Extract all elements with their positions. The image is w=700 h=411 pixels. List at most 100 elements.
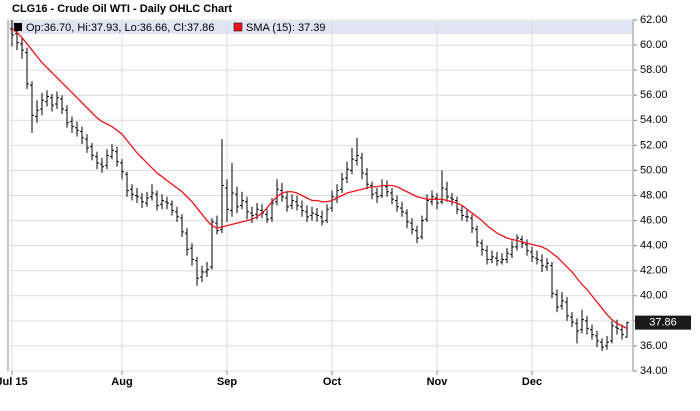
ohlc-bar [395,195,399,212]
ohlc-bar [105,149,109,170]
ohlc-bar [485,245,489,265]
x-tick-label: Jul 15 [0,376,28,388]
ohlc-bar [110,144,114,160]
ohlc-bar [70,116,74,133]
ohlc-bar [610,320,614,344]
ohlc-bar [160,194,164,210]
ohlc-bar [555,289,559,313]
ohlc-bar [325,204,329,224]
ohlc-bar [575,318,579,344]
ohlc-bar [155,190,159,211]
legend-swatch-ohlc [14,23,22,31]
ohlc-bar [215,215,219,235]
last-price-box [635,315,691,330]
ohlc-bar [210,218,214,270]
ohlc-bar [595,330,599,348]
y-tick-label: 48.00 [640,189,668,201]
ohlc-bar [235,186,239,214]
last-price-label: 37.86 [649,317,677,329]
ohlc-bar [265,209,269,224]
ohlc-bar [540,254,544,272]
ohlc-bar [460,205,464,221]
ohlc-bar [435,192,439,210]
ohlc-bar [40,92,44,116]
ohlc-bar [195,256,199,286]
legend-swatch-sma [233,22,243,32]
ohlc-bar [275,179,279,206]
ohlc-bar [305,205,309,222]
y-tick-label: 42.00 [640,265,668,277]
ohlc-bar [170,200,174,216]
x-tick-label: Aug [111,376,132,388]
ohlc-bar [95,151,99,170]
ohlc-bar [455,196,459,215]
ohlc-bar [605,335,609,350]
ohlc-bar [560,292,564,310]
x-tick-label: Nov [427,376,449,388]
y-tick-label: 62.00 [640,14,668,26]
legend-strip [9,21,632,34]
ohlc-bar [445,181,449,202]
ohlc-bar [240,191,244,210]
ohlc-bar [185,228,189,256]
ohlc-bar [510,240,514,259]
ohlc-bar [25,47,29,89]
ohlc-bar [175,206,179,222]
ohlc-bar [45,90,49,107]
ohlc-bar [430,190,434,206]
ohlc-bar [375,187,379,204]
legend-sma: SMA (15): 37.39 [246,22,326,34]
ohlc-bar [80,126,84,145]
y-tick-label: 44.00 [640,240,668,252]
ohlc-bar [55,91,59,110]
ohlc-bar [350,147,354,175]
ohlc-bar [500,253,504,265]
ohlc-bar [615,319,619,335]
ohlc-bar [20,37,24,59]
ohlc-bar [100,157,104,173]
ohlc-bar [470,214,474,234]
ohlc-bar [530,246,534,262]
ohlc-bar [200,265,204,282]
ohlc-bar [525,239,529,256]
ohlc-bar [410,218,414,235]
ohlc-bar [385,180,389,197]
ohlc-bar [90,142,94,161]
ohlc-bar [585,315,589,335]
ohlc-bar [550,261,554,299]
ohlc-bar [230,162,234,217]
y-tick-label: 40.00 [640,290,668,302]
y-tick-label: 46.00 [640,214,668,226]
y-tick-label: 36.00 [640,340,668,352]
ohlc-bar [340,172,344,193]
ohlc-bar [590,324,594,340]
ohlc-bar [220,139,224,234]
ohlc-bar [370,181,374,200]
ohlc-bar [85,134,89,153]
ohlc-bar [115,146,119,167]
ohlc-bar [65,105,69,128]
x-tick-label: Sep [217,376,237,388]
ohlc-bar [285,191,289,212]
ohlc-bar [480,239,484,256]
y-tick-label: 50.00 [640,164,668,176]
ohlc-bar [150,184,154,201]
ohlc-bar [295,195,299,211]
ohlc-bar [405,209,409,229]
ohlc-bar [515,234,519,251]
ohlc-bar [250,206,254,224]
x-tick-label: Dec [522,376,542,388]
ohlc-bar [310,206,314,221]
ohlc-bar [165,196,169,210]
ohlc-bar [190,243,194,266]
ohlc-bar [140,192,144,209]
y-tick-label: 54.00 [640,114,668,126]
ohlc-bar [290,194,294,210]
ohlc-bar [465,209,469,222]
ohlc-bar [545,258,549,271]
y-tick-label: 60.00 [640,39,668,51]
legend-ohlc: Op:36.70, Hi:37.93, Lo:36.66, Cl:37.86 [26,22,214,34]
ohlc-bar [300,200,304,217]
ohlc-bar [490,250,494,264]
